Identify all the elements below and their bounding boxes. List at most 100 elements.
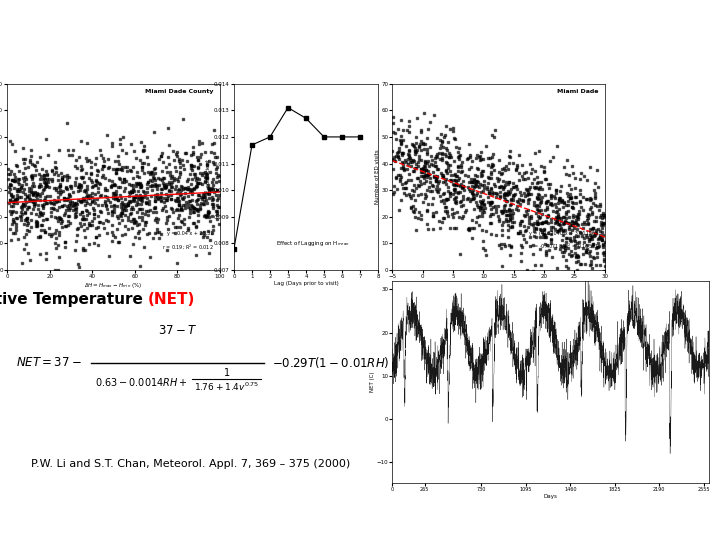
Point (533, 213, 544, 222)
Point (503, 221, 514, 230)
Point (155, 195, 166, 204)
Point (80, 187, 91, 196)
Point (50, 184, 61, 193)
Point (530, 224, 541, 233)
Point (435, 197, 446, 206)
Point (476, 172, 487, 180)
Point (38, 184, 50, 193)
Point (572, 214, 584, 223)
Point (134, 155, 145, 164)
Point (566, 251, 577, 260)
Point (37, 208, 49, 217)
Point (33, 170, 45, 179)
Point (560, 238, 572, 247)
Point (400, 178, 412, 187)
Point (19, 220, 30, 228)
Point (521, 266, 533, 274)
Point (127, 187, 138, 196)
Point (438, 214, 449, 222)
Point (462, 193, 473, 202)
Point (553, 213, 564, 221)
Point (61, 195, 73, 204)
Point (207, 222, 219, 231)
Point (543, 184, 554, 192)
Point (417, 140, 428, 149)
Point (63, 211, 74, 220)
Point (130, 192, 141, 201)
Point (100, 200, 112, 209)
Point (528, 183, 540, 192)
Point (586, 208, 598, 217)
Point (432, 149, 444, 158)
Point (208, 187, 220, 196)
Point (505, 188, 516, 197)
Point (499, 241, 510, 250)
Point (436, 138, 447, 146)
Point (188, 204, 199, 212)
Point (170, 166, 181, 175)
Point (206, 193, 217, 201)
Point (501, 197, 513, 206)
Point (403, 151, 415, 159)
Point (203, 184, 215, 193)
Point (146, 177, 158, 185)
Point (19, 209, 30, 218)
Point (525, 211, 536, 220)
Point (523, 213, 534, 221)
Point (5, 191, 17, 199)
Point (554, 195, 565, 204)
Point (413, 173, 424, 182)
Point (415, 125, 427, 134)
Point (55, 169, 66, 178)
Point (431, 176, 442, 184)
Point (468, 183, 480, 191)
Point (436, 140, 447, 149)
Point (497, 164, 508, 173)
Point (104, 176, 115, 185)
Point (7, 176, 19, 184)
Point (99, 191, 110, 200)
Point (485, 198, 497, 206)
Point (387, 190, 399, 198)
Text: $1$: $1$ (223, 366, 230, 378)
Point (405, 204, 417, 212)
Point (418, 178, 429, 187)
Point (115, 212, 127, 221)
Point (74, 186, 86, 194)
Point (113, 160, 125, 168)
Point (545, 218, 557, 226)
Point (585, 194, 597, 203)
Point (169, 228, 181, 237)
Point (187, 207, 199, 216)
Point (14, 180, 25, 188)
Point (464, 185, 475, 194)
Point (412, 162, 423, 171)
Point (165, 187, 176, 195)
Point (523, 206, 534, 214)
Point (520, 227, 531, 236)
Point (193, 162, 204, 171)
Point (453, 213, 464, 221)
Point (47, 175, 58, 184)
Point (595, 200, 606, 208)
Point (73, 195, 84, 204)
Point (170, 222, 181, 231)
Point (56, 173, 68, 181)
Point (523, 219, 535, 227)
Point (135, 182, 146, 191)
Point (540, 246, 552, 255)
Point (431, 185, 442, 193)
Point (115, 202, 127, 211)
Point (597, 249, 608, 258)
Point (508, 178, 519, 187)
Point (145, 168, 157, 177)
Point (53, 240, 64, 249)
Point (450, 180, 462, 189)
Point (202, 173, 213, 181)
Point (38, 178, 50, 186)
Point (9, 199, 20, 207)
Point (464, 225, 475, 234)
Point (400, 178, 411, 187)
Point (128, 194, 140, 203)
Point (455, 202, 467, 211)
